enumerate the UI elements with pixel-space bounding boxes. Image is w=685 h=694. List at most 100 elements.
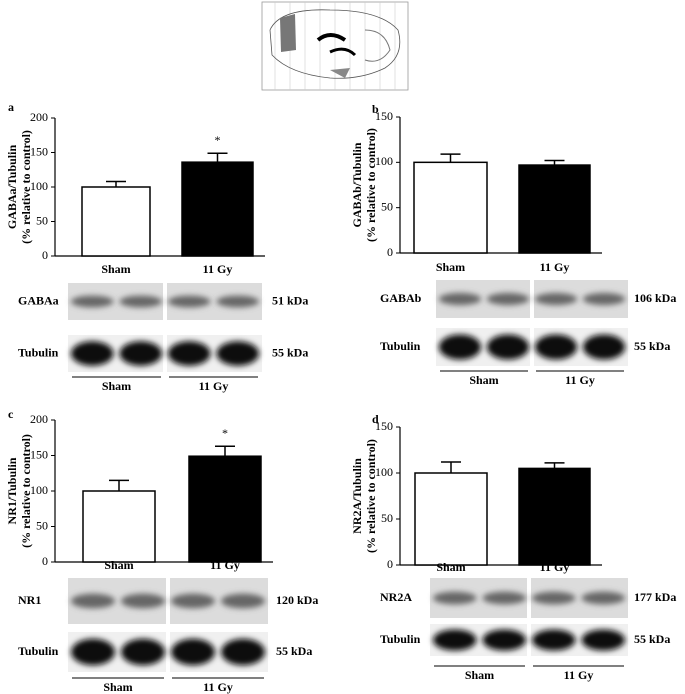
significance-annotation: * [215,133,221,147]
y-tick-label: 150 [375,109,393,123]
blot-band [531,591,576,605]
panel-letter: c [8,407,14,421]
blot-band [70,295,114,308]
bar [181,161,254,257]
group-label: Sham [469,373,498,387]
blot-band [121,638,165,666]
y-tick-label: 0 [387,245,393,259]
blot-kda: 177 kDa [634,590,676,604]
y-axis-label: (% relative to control) [19,434,33,548]
y-tick-label: 150 [30,144,48,158]
blot-band [482,591,527,605]
blot-band [486,292,530,306]
group-label: Sham [465,668,494,682]
group-label: 11 Gy [564,668,594,682]
x-tick-label: 11 Gy [203,262,233,276]
blot-band [167,295,211,308]
group-label: Sham [102,379,131,393]
y-tick-label: 0 [42,248,48,262]
y-tick-label: 50 [381,199,393,213]
blot-band [582,334,626,360]
blot-label: Tubulin [18,345,59,359]
group-label: 11 Gy [203,680,233,694]
y-tick-label: 200 [30,110,48,124]
blot-band [121,593,165,609]
blot-band [171,593,215,609]
blot-band [71,638,115,666]
blot-band [482,629,527,651]
blot-label: GABAb [380,291,422,305]
x-tick-label: Sham [101,262,130,276]
blot-kda: 51 kDa [272,293,308,307]
y-tick-label: 0 [42,554,48,568]
brain-diagram [261,1,409,91]
blot-band [71,593,115,609]
blot-label: Tubulin [18,644,59,658]
bar [518,467,591,566]
y-tick-label: 0 [387,557,393,571]
blot-band [582,292,626,306]
bar [81,186,151,257]
x-tick-label: 11 Gy [210,558,240,572]
y-tick-label: 50 [36,213,48,227]
significance-annotation: * [222,426,228,440]
y-axis-label: (% relative to control) [364,439,378,553]
y-axis-label: NR2A/Tubulin [350,458,364,534]
y-axis-label: GABAa/Tubulin [5,145,19,230]
blot-label: Tubulin [380,339,421,353]
x-tick-label: Sham [104,558,133,572]
blot-band [70,341,114,366]
x-tick-label: 11 Gy [540,560,570,574]
group-label: Sham [103,680,132,694]
blot-band [581,629,626,651]
blot-band [581,591,626,605]
x-tick-label: Sham [436,260,465,274]
y-tick-label: 100 [30,483,48,497]
group-label: 11 Gy [565,373,595,387]
y-tick-label: 200 [30,412,48,426]
blot-band [221,593,265,609]
blot-kda: 55 kDa [276,644,312,658]
blot-kda: 55 kDa [634,339,670,353]
y-tick-label: 50 [36,518,48,532]
blot-kda: 55 kDa [272,345,308,359]
y-axis-label: (% relative to control) [364,128,378,242]
bar [82,490,156,563]
x-tick-label: 11 Gy [540,260,570,274]
y-tick-label: 150 [30,447,48,461]
blot-kda: 120 kDa [276,593,318,607]
blot-label: Tubulin [380,632,421,646]
blot-label: NR2A [380,590,412,604]
blot-band [486,334,530,360]
blot-kda: 55 kDa [634,632,670,646]
x-tick-label: Sham [436,560,465,574]
blot-band [167,341,211,366]
blot-band [216,341,260,366]
blot-band [534,292,578,306]
blot-band [531,629,576,651]
bar [414,472,488,566]
y-axis-label: (% relative to control) [19,130,33,244]
blot-band [119,341,163,366]
blot-band [534,334,578,360]
blot-band [171,638,215,666]
y-tick-label: 150 [375,419,393,433]
panel-letter: d [372,412,379,426]
y-tick-label: 100 [375,465,393,479]
blot-band [438,292,482,306]
bar [518,164,591,254]
y-axis-label: NR1/Tubulin [5,457,19,524]
group-label: 11 Gy [199,379,229,393]
blot-band [119,295,163,308]
y-tick-label: 100 [375,154,393,168]
panel-letter: a [8,100,14,114]
bar [413,161,488,254]
blot-band [216,295,260,308]
bar [188,455,262,563]
blot-label: NR1 [18,593,41,607]
blot-label: GABAa [18,293,59,307]
y-axis-label: GABAb/Tubulin [350,142,364,227]
panel-letter: b [372,102,379,116]
blot-band [438,334,482,360]
